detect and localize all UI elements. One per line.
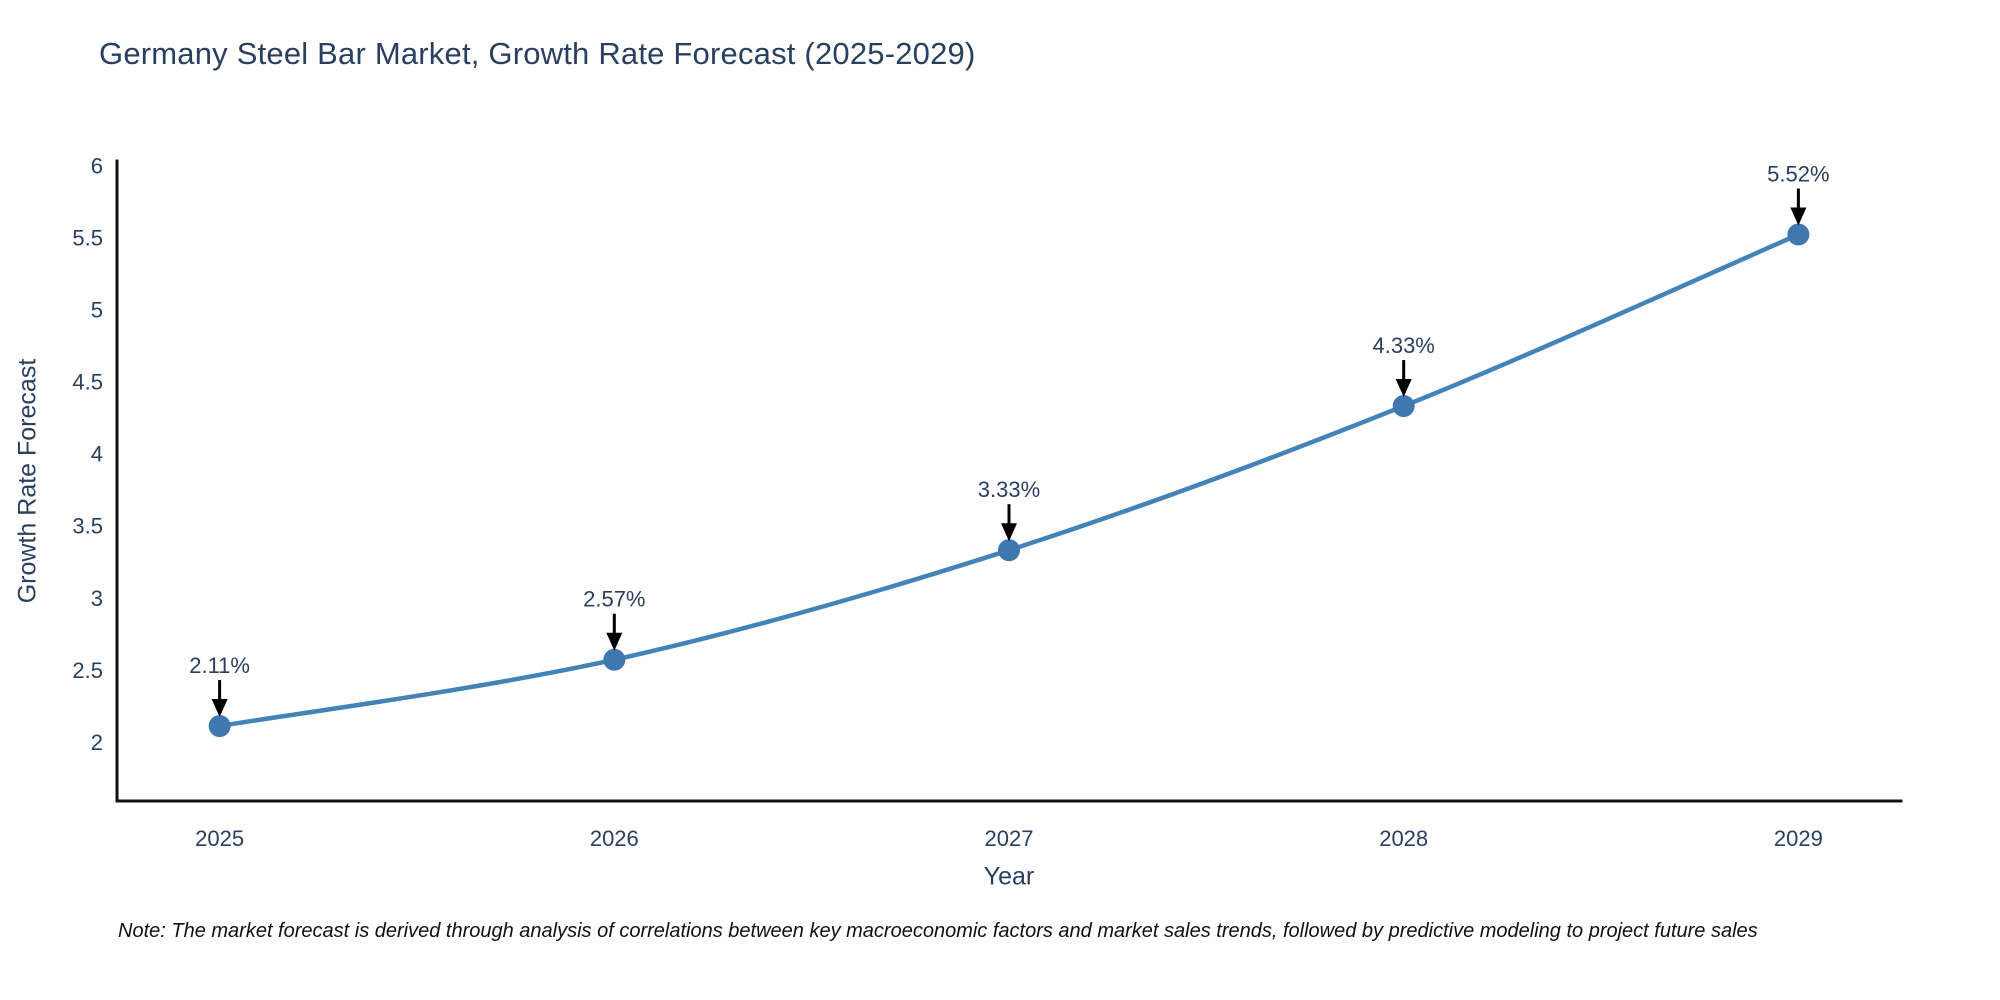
annotation-arrowhead — [1001, 523, 1017, 542]
chart-title: Germany Steel Bar Market, Growth Rate Fo… — [99, 36, 976, 71]
footnote: Note: The market forecast is derived thr… — [118, 920, 1758, 942]
x-axis-title: Year — [983, 862, 1035, 891]
data-point-label: 5.52% — [1767, 162, 1829, 187]
data-point[interactable] — [1787, 223, 1810, 246]
y-axis-title: Growth Rate Forecast — [13, 358, 42, 604]
annotation-arrowhead — [606, 632, 623, 651]
annotation-arrowhead — [211, 699, 228, 718]
x-tick-label: 2028 — [1379, 826, 1428, 851]
x-tick-label: 2025 — [195, 826, 244, 851]
axis-lines — [115, 159, 1903, 803]
annotation-arrowhead — [1790, 207, 1807, 226]
x-tick-label: 2027 — [985, 826, 1034, 851]
data-point-label: 2.11% — [189, 653, 250, 678]
data-point[interactable] — [998, 539, 1020, 562]
annotation-arrowhead — [1395, 379, 1412, 398]
x-tick-label: 2029 — [1774, 826, 1823, 851]
x-tick-label: 2026 — [590, 826, 639, 851]
data-point-label: 2.57% — [583, 587, 645, 612]
data-point-label: 4.33% — [1372, 333, 1434, 358]
data-point[interactable] — [603, 648, 626, 671]
data-point[interactable] — [1392, 395, 1415, 418]
y-tick-label: 2.5 — [72, 658, 103, 683]
y-tick-label: 4 — [91, 442, 103, 467]
y-tick-label: 5 — [91, 297, 103, 322]
y-tick-label: 4.5 — [72, 370, 103, 395]
y-tick-label: 3.5 — [72, 514, 103, 539]
data-point-label: 3.33% — [978, 477, 1040, 502]
data-point[interactable] — [208, 715, 231, 738]
y-tick-label: 3 — [91, 586, 103, 611]
y-tick-label: 5.5 — [72, 225, 103, 250]
y-tick-label: 6 — [91, 153, 103, 178]
y-tick-label: 2 — [91, 730, 103, 755]
